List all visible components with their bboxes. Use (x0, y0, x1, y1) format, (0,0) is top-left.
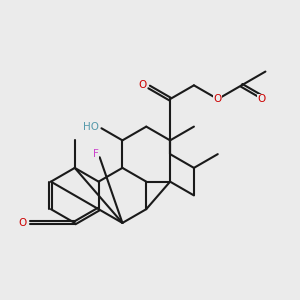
Text: O: O (257, 94, 266, 104)
Text: O: O (214, 94, 222, 104)
Text: HO: HO (82, 122, 99, 132)
Text: O: O (138, 80, 146, 90)
Text: O: O (19, 218, 27, 228)
Text: F: F (93, 149, 99, 159)
